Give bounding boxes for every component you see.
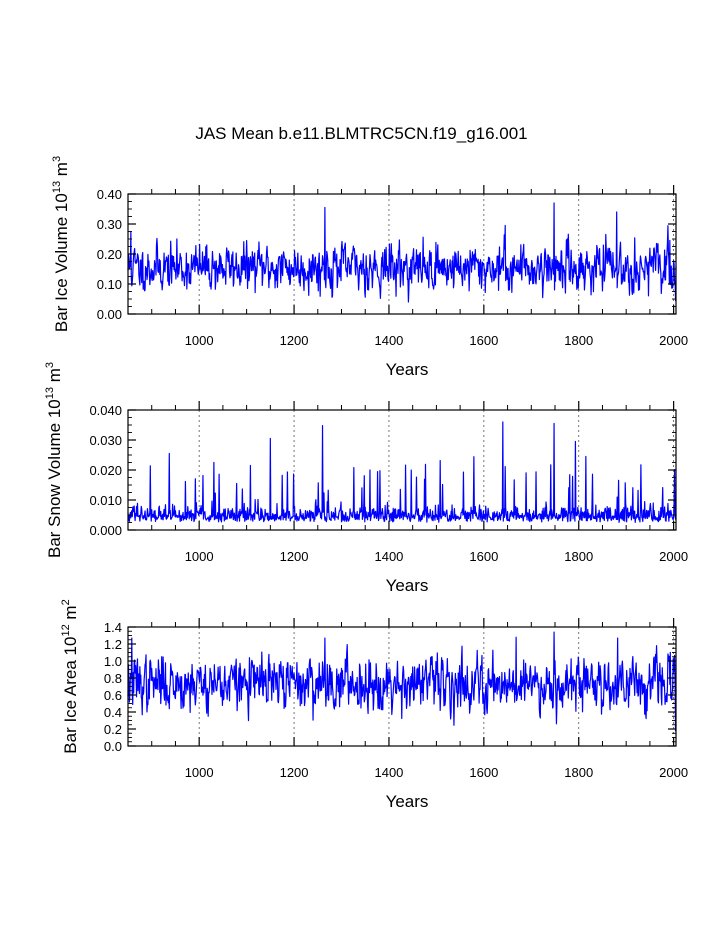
y-axis-title-text: m — [52, 162, 71, 181]
y-tick-label: 1.0 — [104, 654, 122, 669]
x-tick-label: 1800 — [564, 333, 593, 348]
x-tick-label: 1400 — [374, 549, 403, 564]
y-axis-title: Bar Ice Volume 1013 m3 — [51, 156, 71, 332]
x-tick-label: 1200 — [280, 765, 309, 780]
y-axis-title-superscript: 2 — [60, 599, 72, 605]
y-tick-label: 0.20 — [97, 247, 122, 262]
y-tick-label: 1.2 — [104, 637, 122, 652]
x-axis-title: Years — [386, 360, 429, 379]
x-tick-label: 1600 — [469, 549, 498, 564]
y-tick-label: 0.2 — [104, 722, 122, 737]
data-series-line — [127, 421, 677, 523]
x-tick-label: 1600 — [469, 333, 498, 348]
y-axis-title: Bar Snow Volume 1013 m3 — [44, 362, 64, 558]
x-axis-title: Years — [386, 576, 429, 595]
x-tick-label: 2000 — [659, 549, 688, 564]
y-axis-title-superscript: 13 — [51, 181, 63, 193]
y-tick-label: 0.4 — [104, 705, 122, 720]
y-axis-title-text: Bar Ice Volume 10 — [52, 193, 71, 332]
y-tick-label: 0.040 — [89, 403, 122, 418]
x-tick-label: 1000 — [185, 333, 214, 348]
data-series-line — [127, 631, 677, 732]
chart-title: JAS Mean b.e11.BLMTRC5CN.f19_g16.001 — [195, 124, 528, 143]
y-tick-label: 0.00 — [97, 307, 122, 322]
y-tick-label: 0.0 — [104, 739, 122, 754]
x-tick-label: 2000 — [659, 765, 688, 780]
chart-panel-3: 1000 1200 1400 1600 1800 2000 0.0 0.2 0.4 0.6 0.8 1… — [60, 599, 688, 811]
chart-panel-2: 1000 1200 1400 1600 1800 2000 0.000 0.010 0.020 0… — [44, 362, 688, 595]
y-axis-title-superscript: 13 — [44, 387, 56, 399]
y-tick-label: 0.000 — [89, 523, 122, 538]
x-tick-label: 1600 — [469, 765, 498, 780]
y-axis-title: Bar Ice Area 1012 m2 — [60, 599, 80, 753]
x-tick-label: 1000 — [185, 549, 214, 564]
x-tick-label: 1400 — [374, 333, 403, 348]
x-tick-label: 1200 — [280, 333, 309, 348]
x-tick-label: 1800 — [564, 765, 593, 780]
y-axis-title-superscript: 12 — [60, 624, 72, 636]
y-axis-title-text: m — [45, 368, 64, 387]
y-axis-title-text: m — [61, 605, 80, 624]
y-tick-label: 0.8 — [104, 671, 122, 686]
y-tick-label: 0.020 — [89, 463, 122, 478]
plot-frame — [127, 193, 677, 315]
x-tick-label: 2000 — [659, 333, 688, 348]
y-tick-label: 1.4 — [104, 620, 122, 635]
y-tick-label: 0.010 — [89, 493, 122, 508]
y-axis-title-text: Bar Snow Volume 10 — [45, 399, 64, 558]
y-axis-title-superscript: 3 — [44, 362, 56, 368]
x-axis-title: Years — [386, 792, 429, 811]
x-tick-label: 1800 — [564, 549, 593, 564]
x-tick-label: 1000 — [185, 765, 214, 780]
y-tick-label: 0.6 — [104, 688, 122, 703]
y-tick-label: 0.030 — [89, 433, 122, 448]
y-tick-label: 0.30 — [97, 217, 122, 232]
x-tick-label: 1200 — [280, 549, 309, 564]
chart-panel-1: 1000 1200 1400 1600 1800 2000 0.00 0.10 0.20 0.30… — [51, 156, 688, 379]
x-tick-label: 1400 — [374, 765, 403, 780]
y-tick-label: 0.10 — [97, 277, 122, 292]
data-series-line — [127, 202, 677, 303]
y-axis-title-text: Bar Ice Area 10 — [61, 637, 80, 754]
y-tick-label: 0.40 — [97, 187, 122, 202]
y-axis-title-superscript: 3 — [51, 156, 63, 162]
